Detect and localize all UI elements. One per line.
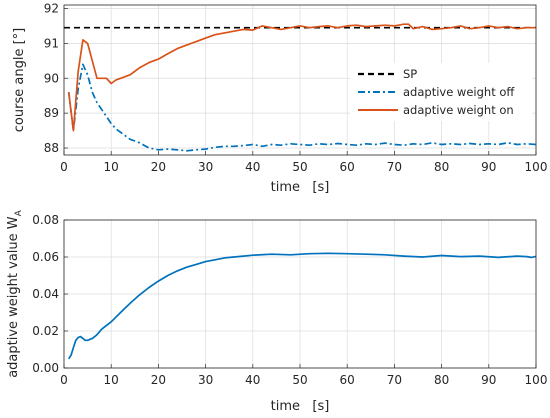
series-line-adaptive-weight-on xyxy=(67,23,536,132)
x-tick-label: 50 xyxy=(292,373,307,387)
series-group-bottom xyxy=(67,252,537,360)
x-tick-label: 60 xyxy=(340,373,355,387)
x-tick-label: 80 xyxy=(434,373,449,387)
x-tick-label: 20 xyxy=(151,160,166,174)
x-tick-label: 40 xyxy=(245,160,260,174)
y-axis-label-bottom-main: adaptive weight value W xyxy=(6,216,21,378)
chart-adaptive-weight: 0 10 20 30 40 50 60 70 80 90 100 0.00 0.02 0.04 0.06 0.… xyxy=(6,209,547,414)
legend: SP adaptive weight off adaptive weight o… xyxy=(350,63,532,121)
x-tick-label: 0 xyxy=(60,373,68,387)
x-tick-label: 30 xyxy=(198,373,213,387)
x-tick-label: 100 xyxy=(525,160,548,174)
ticks-bottom: 0 10 20 30 40 50 60 70 80 90 100 0.00 0.02 0.04 0.06 0.… xyxy=(32,213,547,387)
y-axis-label-bottom-group: adaptive weight value WA xyxy=(6,209,24,377)
x-tick-label: 10 xyxy=(104,160,119,174)
x-axis-label-bottom: time [s] xyxy=(271,399,330,414)
legend-label-adaptive-weight-on: adaptive weight on xyxy=(403,103,514,117)
y-tick-label: 0.08 xyxy=(32,213,59,227)
x-tick-label: 100 xyxy=(525,373,548,387)
x-tick-label: 10 xyxy=(104,373,119,387)
y-tick-label: 0.06 xyxy=(32,250,59,264)
y-tick-label: 90 xyxy=(44,71,59,85)
x-tick-label: 30 xyxy=(198,160,213,174)
legend-box xyxy=(350,63,532,121)
x-tick-label: 50 xyxy=(292,160,307,174)
legend-label-adaptive-weight-off: adaptive weight off xyxy=(403,85,515,99)
y-tick-label: 89 xyxy=(44,106,59,120)
series-group-top xyxy=(64,23,537,152)
x-tick-label: 0 xyxy=(60,160,68,174)
y-axis-label-top: course angle [°] xyxy=(12,28,27,132)
series-line-adaptive-weight-off xyxy=(67,63,537,152)
y-axis-label-bottom: adaptive weight value WA xyxy=(6,209,24,377)
y-tick-label: 88 xyxy=(44,141,59,155)
chart-course-angle: 0 10 20 30 40 50 60 70 80 90 100 88 89 90 91 92 time [s… xyxy=(12,1,547,195)
y-tick-label: 0.02 xyxy=(32,324,59,338)
y-tick-label: 0.00 xyxy=(32,361,59,375)
x-tick-label: 40 xyxy=(245,373,260,387)
x-tick-label: 70 xyxy=(387,373,402,387)
ticks-top: 0 10 20 30 40 50 60 70 80 90 100 88 89 90 91 92 xyxy=(44,1,548,174)
x-tick-label: 90 xyxy=(481,160,496,174)
x-tick-label: 60 xyxy=(340,160,355,174)
series-line-weight xyxy=(67,252,537,360)
x-tick-label: 70 xyxy=(387,160,402,174)
y-axis-label-bottom-subscript: A xyxy=(14,209,24,216)
y-tick-label: 91 xyxy=(44,36,59,50)
x-axis-label-top: time [s] xyxy=(271,180,330,195)
y-tick-label: 0.04 xyxy=(32,287,59,301)
x-tick-label: 90 xyxy=(481,373,496,387)
x-tick-label: 20 xyxy=(151,373,166,387)
legend-label-sp: SP xyxy=(403,67,417,81)
y-tick-label: 92 xyxy=(44,1,59,15)
x-tick-label: 80 xyxy=(434,160,449,174)
